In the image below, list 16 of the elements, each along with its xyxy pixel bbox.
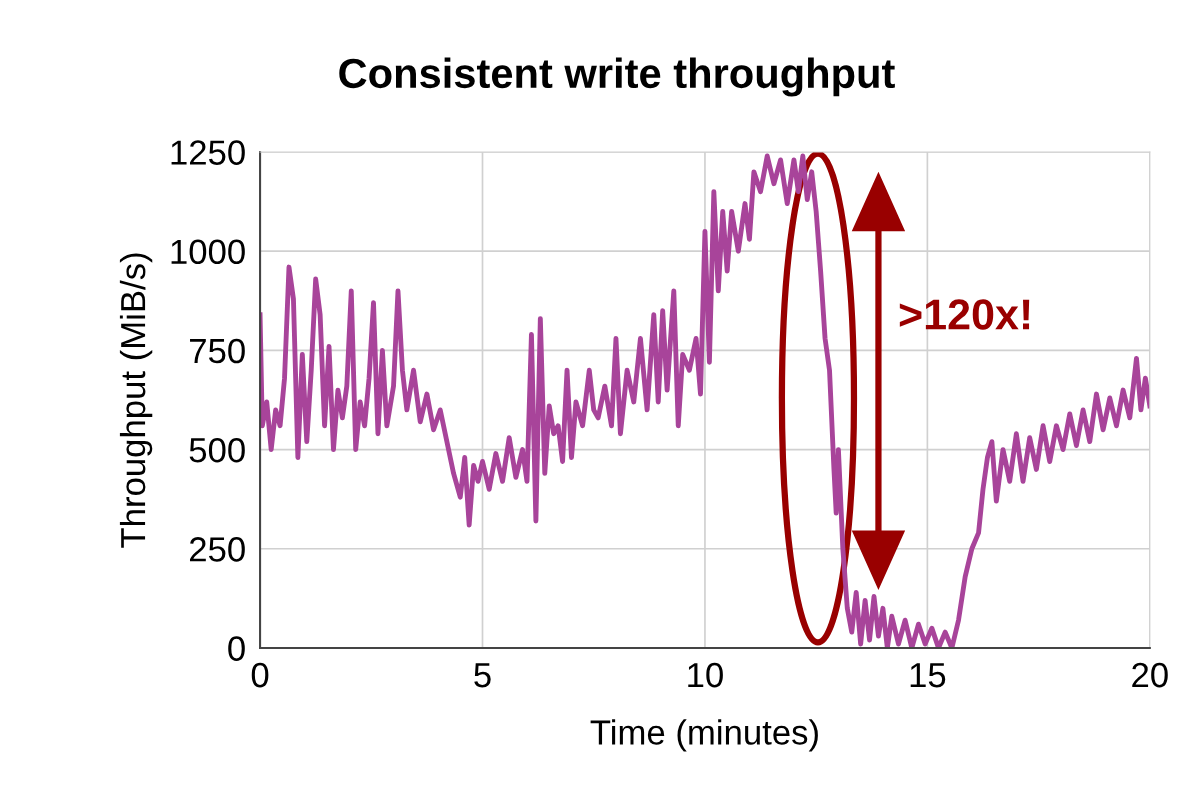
annotation: >120x! (899, 299, 1030, 330)
y-tick-label: 500 (189, 437, 245, 463)
y-tick-label: 0 (228, 636, 245, 661)
x-tick-label: 5 (474, 663, 491, 688)
x-tick-label: 10 (688, 662, 723, 688)
line-series (260, 153, 1150, 648)
y-axis-title: Throughput (MiB/s) (119, 253, 153, 548)
x-tick-label: 0 (251, 662, 269, 688)
x-tick-label: 20 (1132, 662, 1168, 688)
y-tick-label: 1250 (171, 140, 245, 165)
y-tick-label: 750 (190, 338, 245, 364)
x-tick-label: 15 (910, 663, 946, 688)
y-tick-label: 250 (190, 537, 245, 562)
chart-title: Consistent write throughput (339, 57, 895, 97)
y-tick-label: 1000 (171, 239, 245, 265)
x-axis-title: Time (minutes) (590, 719, 818, 752)
